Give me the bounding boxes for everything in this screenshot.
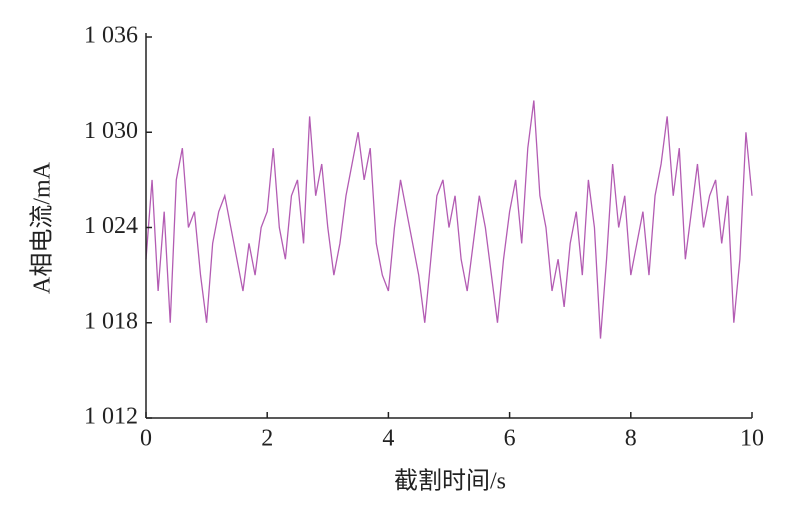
x-axis-label: 截割时间/s — [394, 468, 506, 495]
x-tick-label: 0 — [140, 426, 152, 452]
x-tick-label: 6 — [504, 426, 516, 452]
x-tick-label: 10 — [740, 426, 764, 452]
x-tick-label: 8 — [625, 426, 637, 452]
y-tick-label: 1 036 — [84, 23, 138, 49]
x-tick-label: 2 — [261, 426, 273, 452]
y-tick-label: 1 030 — [84, 118, 138, 144]
y-tick-label: 1 012 — [84, 404, 138, 430]
y-axis-label: A相电流/mA — [29, 161, 56, 294]
x-tick-label: 4 — [382, 426, 394, 452]
y-tick-label: 1 018 — [84, 308, 138, 334]
y-tick-label: 1 024 — [84, 213, 138, 239]
data-line — [145, 100, 753, 339]
